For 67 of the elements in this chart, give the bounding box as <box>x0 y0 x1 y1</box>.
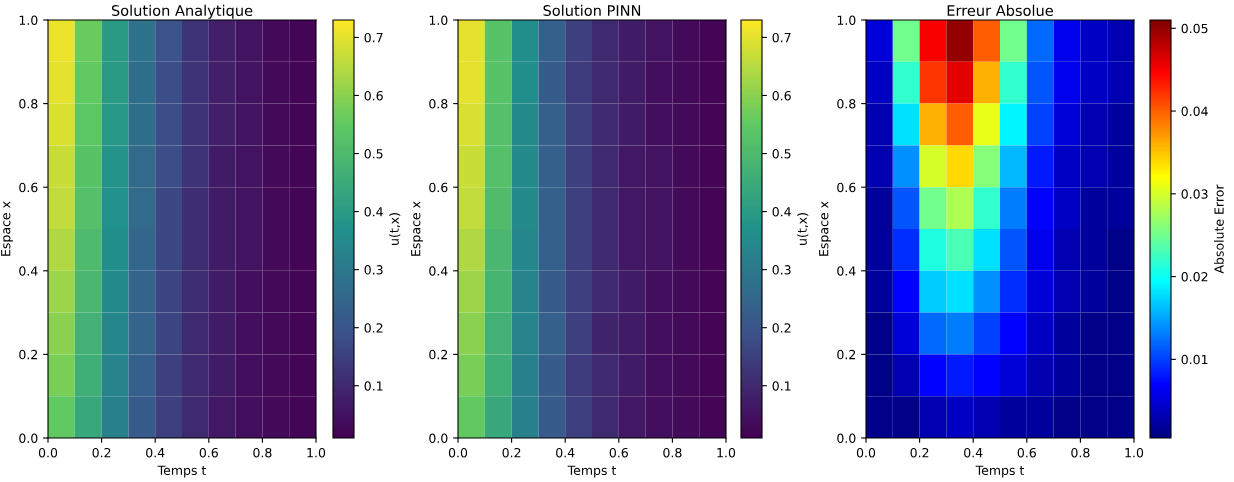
x-tick-label: 0.4 <box>556 447 575 458</box>
x-tick-label: 1.0 <box>717 447 736 458</box>
x-axis-title: Temps t <box>567 465 617 478</box>
y-axis-title: Espace x <box>1 201 13 256</box>
x-tick-label: 0.6 <box>609 447 628 458</box>
y-tick-label: 0.8 <box>429 99 448 109</box>
x-tick-label: 1.0 <box>1125 447 1144 458</box>
color-bar-label: 0.01 <box>1181 354 1208 365</box>
y-tick-label: 0.6 <box>429 182 448 193</box>
y-tick-label: 1.0 <box>837 15 856 25</box>
x-tick-label: 0.0 <box>448 447 468 458</box>
color-bar-label: 0.7 <box>772 32 791 43</box>
chart-title: Erreur Absolue <box>947 4 1053 17</box>
x-axis-title: Temps t <box>157 465 207 478</box>
y-tick-label: 0.4 <box>837 266 856 276</box>
x-axis-title: Temps t <box>975 465 1025 478</box>
color-bar-title: u(t,x) <box>389 213 401 245</box>
x-tick-label: 0.8 <box>663 447 682 458</box>
x-tick-label: 0.8 <box>1071 447 1090 458</box>
color-bar-label: 0.6 <box>772 90 791 101</box>
y-tick-label: 0.4 <box>429 266 448 276</box>
y-tick-label: 0.0 <box>429 433 448 443</box>
y-tick-label: 0.2 <box>837 349 856 360</box>
y-tick-label: 0.2 <box>429 349 448 360</box>
color-bar-label: 0.05 <box>1181 23 1208 34</box>
color-bar-title: Absolute Error <box>1214 184 1224 274</box>
color-bar-label: 0.3 <box>772 265 791 275</box>
color-bar-label: 0.5 <box>772 149 791 159</box>
color-bar-label: 0.03 <box>1181 189 1208 199</box>
x-tick-label: 0.2 <box>502 447 521 458</box>
y-tick-label: 0.6 <box>837 182 856 193</box>
x-tick-label: 0.2 <box>92 447 111 458</box>
chart-title: Solution Analytique <box>111 4 253 19</box>
y-tick-label: 1.0 <box>429 15 448 25</box>
y-tick-label: 0.0 <box>837 433 856 443</box>
color-bar-title: u(t,x) <box>797 213 809 245</box>
color-bar-label: 0.02 <box>1181 272 1208 282</box>
color-bar-label: 0.04 <box>1181 106 1208 116</box>
y-tick-label: 0.8 <box>837 99 856 109</box>
color-bar-label: 0.6 <box>364 90 383 101</box>
chart-title: Solution PINN <box>543 4 641 17</box>
color-bar-label: 0.2 <box>772 323 791 333</box>
y-tick-label: 0.6 <box>19 182 38 193</box>
x-tick-label: 0.0 <box>38 447 58 458</box>
x-tick-label: 1.0 <box>307 447 326 458</box>
color-bar-label: 0.1 <box>772 381 791 391</box>
y-tick-label: 0.8 <box>19 99 38 109</box>
y-axis-title: Espace x <box>411 201 423 256</box>
x-tick-label: 0.8 <box>253 447 272 458</box>
color-bar-label: 0.1 <box>364 381 383 391</box>
x-tick-label: 0.4 <box>146 447 165 458</box>
color-bar-label: 0.4 <box>772 207 791 217</box>
x-tick-label: 0.4 <box>964 447 983 458</box>
y-tick-label: 0.0 <box>19 433 38 443</box>
color-bar-label: 0.3 <box>364 265 383 275</box>
y-tick-label: 1.0 <box>19 15 38 25</box>
y-tick-label: 0.2 <box>19 349 38 360</box>
y-axis-title: Espace x <box>819 201 831 256</box>
color-bar-label: 0.4 <box>364 207 383 217</box>
y-tick-label: 0.4 <box>19 266 38 276</box>
color-bar-label: 0.7 <box>364 32 383 43</box>
x-tick-label: 0.6 <box>199 447 218 458</box>
x-tick-label: 0.2 <box>910 447 929 458</box>
x-tick-label: 0.0 <box>856 447 876 458</box>
x-tick-label: 0.6 <box>1017 447 1036 458</box>
color-bar-label: 0.2 <box>364 323 383 333</box>
color-bar-label: 0.5 <box>364 149 383 159</box>
